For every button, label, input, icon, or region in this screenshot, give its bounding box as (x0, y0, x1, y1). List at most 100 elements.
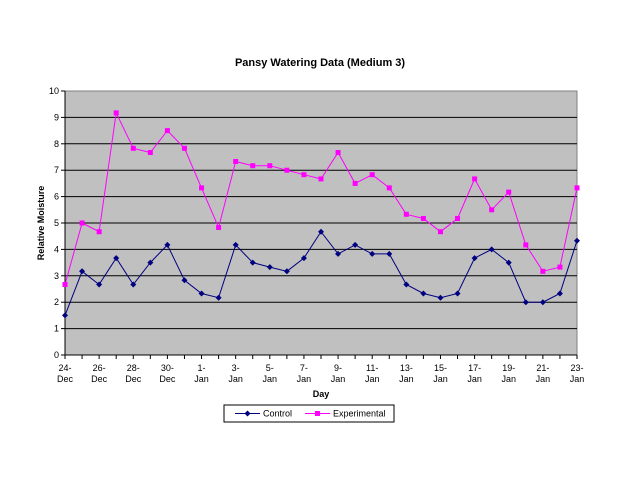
data-point-control (249, 259, 256, 266)
data-point-control (386, 250, 393, 257)
data-point-experimental (79, 220, 85, 226)
x-tick-label-day: 5- (266, 363, 274, 373)
y-tick-label: 1 (54, 324, 59, 334)
data-point-control (369, 250, 376, 257)
data-point-experimental (113, 110, 119, 116)
data-point-experimental (267, 163, 273, 169)
data-point-experimental (335, 150, 341, 156)
y-tick-label: 10 (49, 86, 59, 96)
data-point-control (556, 290, 563, 297)
x-tick-label-day: 30- (161, 363, 174, 373)
y-tick-label: 5 (54, 218, 59, 228)
data-point-control (539, 299, 546, 306)
data-point-experimental (216, 224, 222, 230)
data-point-control (335, 250, 342, 257)
data-point-control (488, 246, 495, 253)
x-tick-label-month: Jan (331, 374, 346, 384)
x-tick-label-day: 1- (198, 363, 206, 373)
legend-experimental-label: Experimental (333, 409, 386, 419)
data-point-experimental (164, 128, 170, 134)
x-tick-label-day: 15- (434, 363, 447, 373)
x-tick-label-month: Jan (365, 374, 380, 384)
legend: Control Experimental (223, 404, 395, 423)
x-tick-label-month: Dec (125, 374, 142, 384)
data-point-experimental (403, 211, 409, 217)
chart-title: Pansy Watering Data (Medium 3) (235, 57, 405, 69)
legend-experimental-marker (315, 411, 320, 416)
series-control (62, 228, 580, 319)
x-tick-label-day: 24- (58, 363, 71, 373)
data-point-control (300, 255, 307, 262)
data-point-control (215, 294, 222, 301)
x-tick-label: 9-Jan (331, 363, 346, 384)
x-tick-label: 28-Dec (125, 363, 142, 384)
data-point-experimental (506, 189, 512, 195)
data-point-experimental (540, 268, 546, 274)
gridlines (65, 116, 577, 330)
data-point-experimental (96, 229, 102, 235)
data-point-control (164, 241, 171, 248)
x-tick-label-month: Jan (297, 374, 312, 384)
x-tick-label: 15-Jan (433, 363, 448, 384)
data-point-control (130, 281, 137, 288)
x-tick-label: 5-Jan (263, 363, 278, 384)
x-tick-label: 21-Jan (536, 363, 551, 384)
data-point-experimental (62, 282, 68, 288)
x-tick-label: 26-Dec (91, 363, 108, 384)
x-tick-label-month: Jan (194, 374, 209, 384)
x-tick-label-day: 17- (468, 363, 481, 373)
x-tick-label-day: 13- (400, 363, 413, 373)
y-axis-label: Relative Moisture (36, 186, 46, 261)
y-tick-label: 8 (54, 139, 59, 149)
x-tick-label-day: 21- (536, 363, 549, 373)
data-point-experimental (318, 176, 324, 182)
data-point-control (283, 268, 290, 275)
x-tick-label: 11-Jan (365, 363, 380, 384)
data-point-control (352, 241, 359, 248)
x-tick-label-day: 28- (127, 363, 140, 373)
x-tick-label-month: Jan (263, 374, 278, 384)
x-tick-label-month: Jan (570, 374, 585, 384)
data-point-experimental (437, 229, 443, 235)
x-tick-label: 24-Dec (57, 363, 74, 384)
x-tick-label-day: 7- (300, 363, 308, 373)
data-point-control (147, 259, 154, 266)
data-point-control (79, 268, 86, 275)
data-point-control (505, 259, 512, 266)
data-point-experimental (301, 172, 307, 178)
x-tick-label-month: Dec (91, 374, 108, 384)
data-point-experimental (489, 207, 495, 213)
y-tick-label: 0 (54, 350, 59, 360)
x-tick-label-month: Dec (57, 374, 74, 384)
legend-control-label: Control (263, 409, 292, 419)
data-point-control (198, 290, 205, 297)
x-tick-label-day: 11- (366, 363, 378, 373)
data-point-experimental (574, 185, 580, 191)
data-point-experimental (147, 150, 153, 156)
data-point-control (403, 281, 410, 288)
x-tick-label: 7-Jan (297, 363, 312, 384)
x-tick-label-day: 23- (570, 363, 583, 373)
x-tick-label: 17-Jan (467, 363, 482, 384)
x-tick-label-day: 19- (502, 363, 515, 373)
data-point-experimental (130, 145, 136, 151)
data-point-experimental (455, 216, 461, 222)
x-tick-label-day: 9- (334, 363, 342, 373)
data-point-experimental (420, 216, 426, 222)
series-experimental (62, 110, 580, 288)
data-point-experimental (472, 176, 478, 182)
x-tick-label-day: 3- (232, 363, 240, 373)
x-tick-label: 13-Jan (399, 363, 414, 384)
data-point-control (96, 281, 103, 288)
y-tick-label: 7 (54, 165, 59, 175)
data-point-experimental (557, 264, 563, 270)
x-tick-label: 3-Jan (228, 363, 243, 384)
data-point-experimental (199, 185, 205, 191)
x-tick-label-day: 26- (93, 363, 106, 373)
x-axis-label: Day (313, 389, 330, 399)
data-point-experimental (233, 158, 239, 164)
y-tick-label: 6 (54, 192, 59, 202)
data-point-control (318, 228, 324, 235)
y-tick-label: 2 (54, 297, 59, 307)
